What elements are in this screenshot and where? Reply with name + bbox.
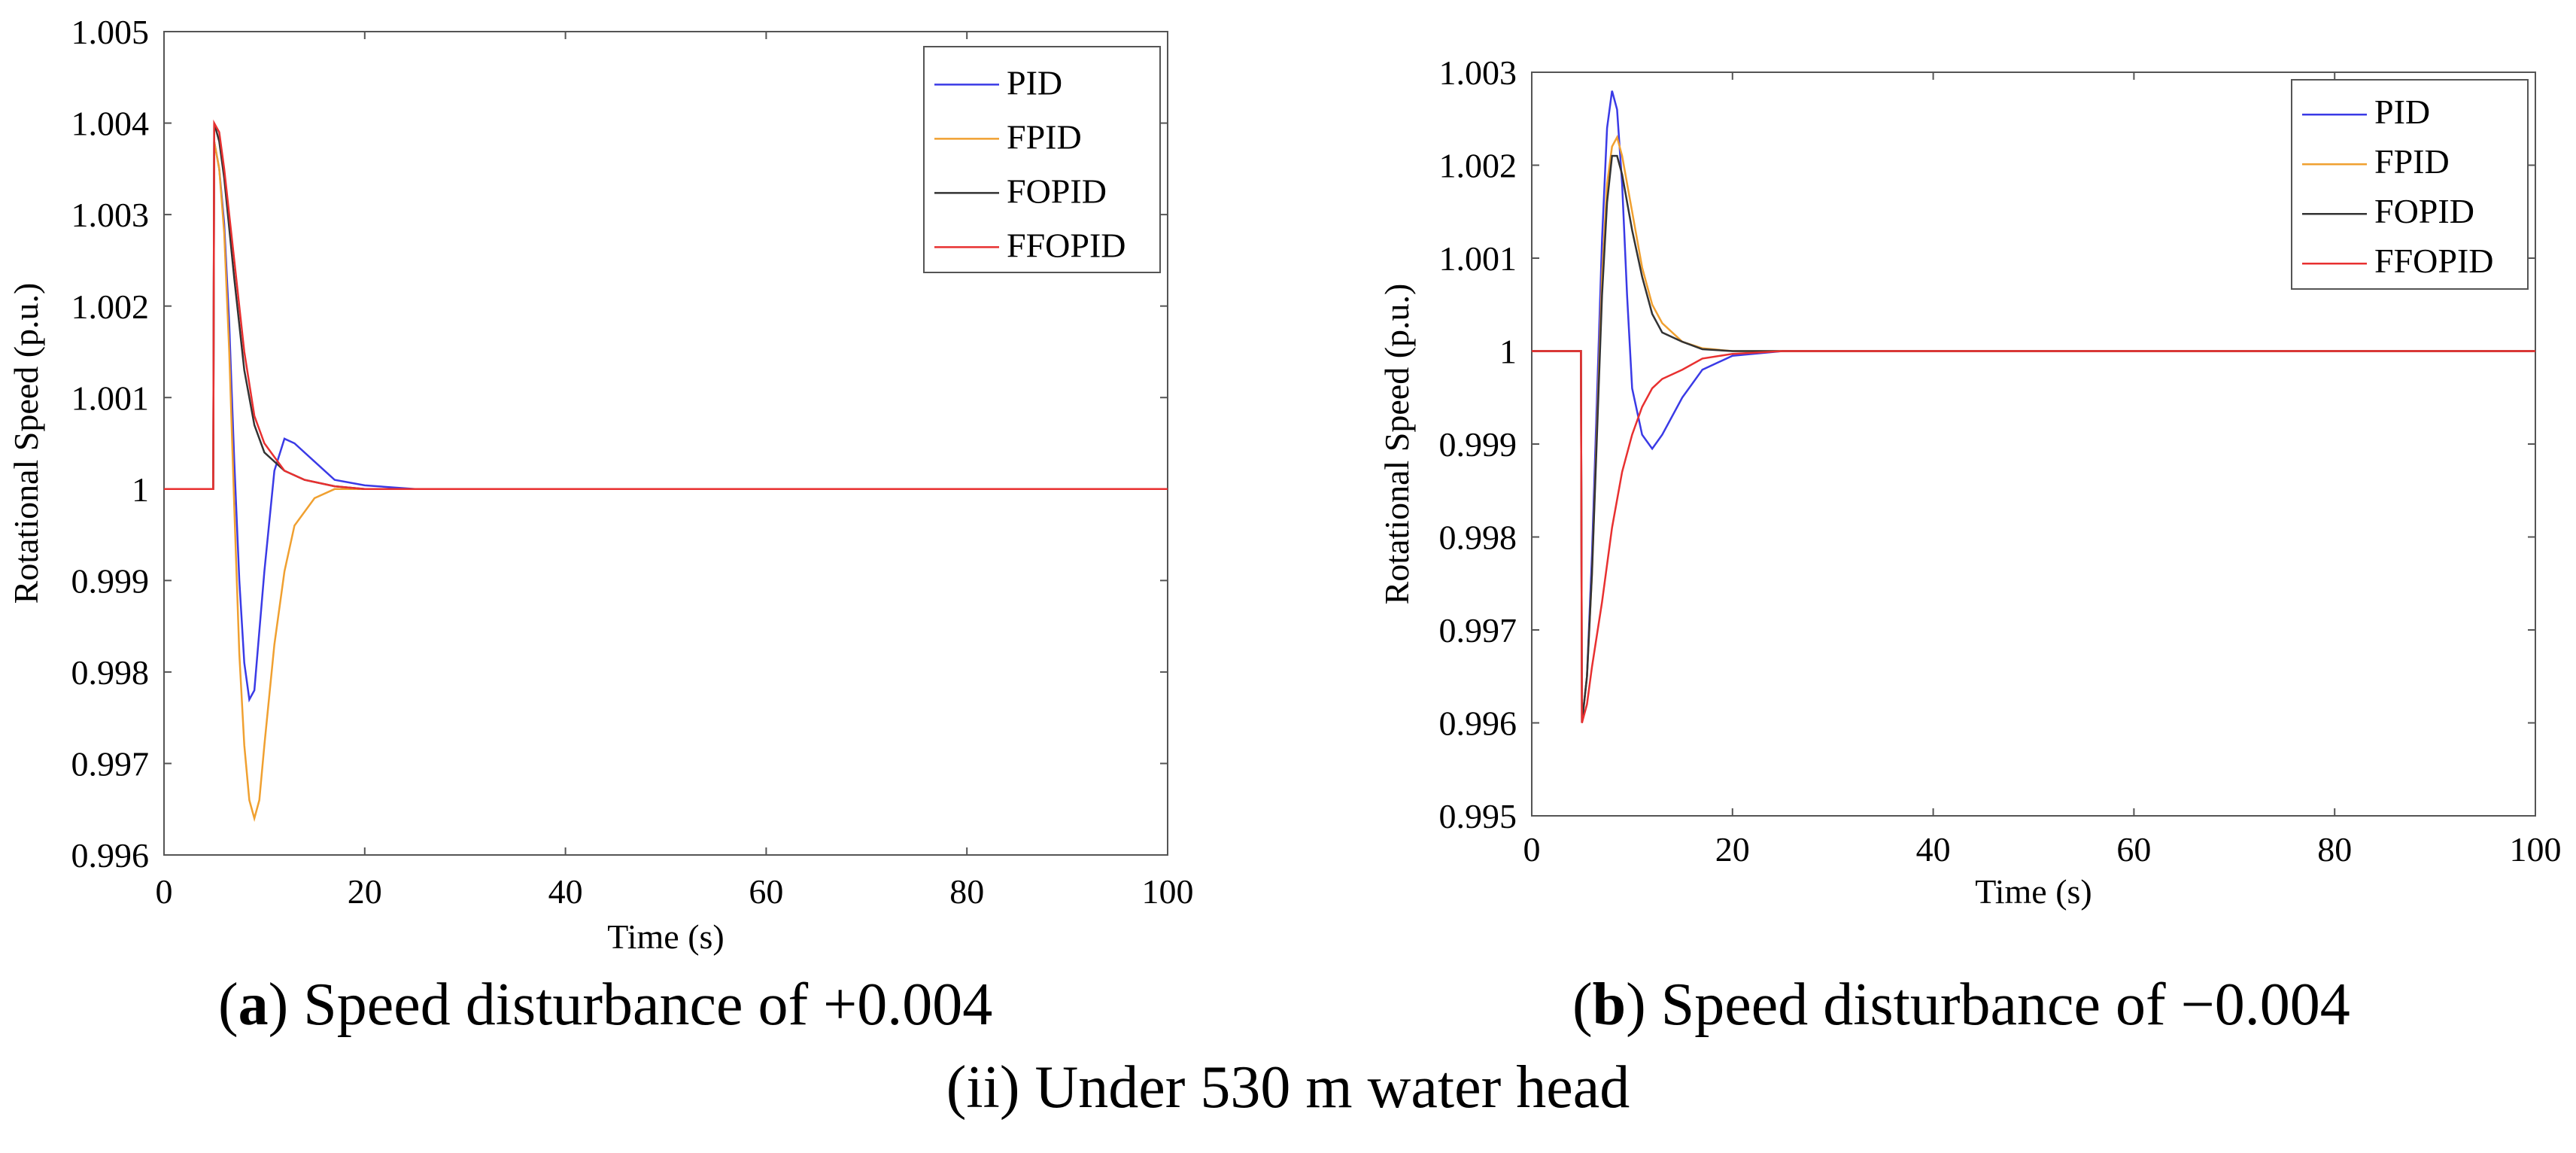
x-tick-label-b: 40 bbox=[1916, 830, 1951, 869]
y-axis-label-b: Rotational Speed (p.u.) bbox=[1378, 284, 1416, 605]
legend-label-ffopid-a: FFOPID bbox=[1007, 226, 1126, 264]
x-tick-label-a: 80 bbox=[949, 872, 984, 911]
x-tick-label-a: 100 bbox=[1142, 872, 1194, 911]
y-tick-label-a: 0.999 bbox=[71, 561, 150, 600]
x-tick-label-b: 20 bbox=[1715, 830, 1750, 869]
legend-label-fopid-a: FOPID bbox=[1007, 172, 1107, 210]
y-tick-label-b: 0.999 bbox=[1439, 425, 1517, 464]
x-tick-label-a: 0 bbox=[156, 872, 173, 911]
y-tick-label-b: 0.997 bbox=[1439, 611, 1517, 650]
y-tick-label-a: 1.002 bbox=[71, 287, 150, 326]
y-tick-label-b: 1.002 bbox=[1439, 147, 1517, 185]
y-tick-label-a: 0.997 bbox=[71, 745, 150, 783]
x-tick-label-a: 20 bbox=[348, 872, 382, 911]
x-tick-label-b: 0 bbox=[1523, 830, 1541, 869]
y-tick-label-b: 0.995 bbox=[1439, 797, 1517, 835]
y-tick-label-a: 1.001 bbox=[71, 379, 150, 417]
legend-label-ffopid-b: FFOPID bbox=[2374, 242, 2494, 280]
y-tick-label-a: 0.996 bbox=[71, 836, 150, 875]
y-tick-label-a: 0.998 bbox=[71, 653, 150, 692]
legend-label-fpid-b: FPID bbox=[2374, 142, 2450, 181]
x-axis-label-a: Time (s) bbox=[607, 917, 724, 956]
series-ffopid-line-a bbox=[164, 119, 1168, 491]
caption-b-text: Speed disturbance of −0.004 bbox=[1660, 972, 2350, 1038]
caption-a: (a) Speed disturbance of +0.004 bbox=[218, 972, 993, 1038]
caption-a-text: Speed disturbance of +0.004 bbox=[303, 972, 993, 1038]
y-tick-label-a: 1.003 bbox=[71, 196, 150, 234]
y-tick-label-b: 1.001 bbox=[1439, 239, 1517, 278]
y-tick-label-a: 1 bbox=[132, 470, 149, 509]
y-axis-label-a: Rotational Speed (p.u.) bbox=[7, 283, 45, 604]
y-tick-label-b: 0.996 bbox=[1439, 704, 1517, 743]
y-tick-label-a: 1.004 bbox=[71, 105, 150, 143]
x-tick-label-b: 60 bbox=[2116, 830, 2151, 869]
legend-label-fopid-b: FOPID bbox=[2374, 192, 2474, 230]
caption-b-label: b bbox=[1592, 972, 1627, 1038]
y-tick-label-b: 1.003 bbox=[1439, 53, 1517, 92]
x-tick-label-b: 80 bbox=[2317, 830, 2352, 869]
caption-b: (b) Speed disturbance of −0.004 bbox=[1572, 972, 2350, 1038]
x-tick-label-a: 60 bbox=[749, 872, 783, 911]
x-tick-label-a: 40 bbox=[548, 872, 583, 911]
figure-subtitle: (ii) Under 530 m water head bbox=[946, 1054, 1630, 1121]
x-axis-label-b: Time (s) bbox=[1975, 872, 2092, 911]
series-ffopid-line-b bbox=[1532, 350, 2535, 723]
x-tick-label-b: 100 bbox=[2510, 830, 2562, 869]
legend-label-pid-b: PID bbox=[2374, 93, 2430, 131]
y-tick-label-b: 1 bbox=[1499, 333, 1517, 371]
legend-label-fpid-a: FPID bbox=[1007, 117, 1082, 156]
y-tick-label-a: 1.005 bbox=[71, 13, 150, 51]
legend-label-pid-a: PID bbox=[1007, 63, 1062, 102]
y-tick-label-b: 0.998 bbox=[1439, 519, 1517, 557]
caption-a-label: a bbox=[238, 972, 269, 1038]
